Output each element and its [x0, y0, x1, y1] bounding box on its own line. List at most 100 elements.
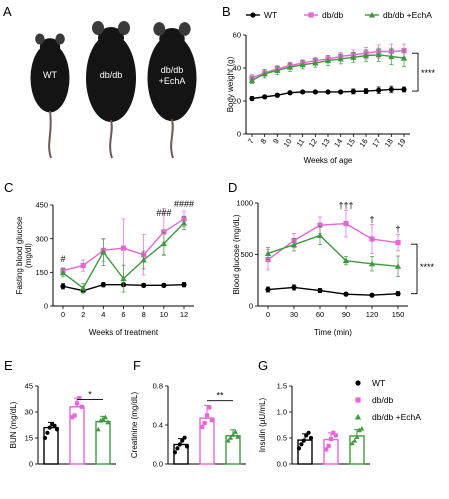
- bar-legend: WT db/db db/db +EchA: [354, 378, 421, 422]
- y-tick-label: 1.0: [277, 408, 287, 417]
- data-point: [207, 405, 212, 410]
- data-point: [388, 86, 394, 93]
- data-point: [296, 446, 302, 451]
- y-tick-label: 450: [35, 201, 48, 210]
- mouse-ear: [153, 22, 166, 36]
- y-tick-label: 15: [25, 434, 33, 443]
- bar-group: [69, 396, 85, 465]
- data-point: [59, 269, 67, 276]
- data-point: [177, 442, 182, 447]
- y-tick-label: 30: [25, 408, 33, 417]
- data-point: [172, 450, 178, 455]
- bar-group: [95, 414, 111, 465]
- data-point: [72, 413, 77, 418]
- data-point: [326, 443, 331, 448]
- mouse-photo: db/db+EchA: [147, 22, 197, 159]
- data-point: [343, 221, 349, 227]
- mouse-head: [98, 27, 124, 49]
- y-axis-label: Creatinine (mg/dL): [130, 392, 139, 459]
- data-point: [286, 64, 294, 70]
- y-tick-label: 0.4: [153, 421, 163, 430]
- data-point: [301, 438, 306, 443]
- legend-marker: [355, 397, 361, 403]
- panel-f: F 0.0 0.4 0.8 Creatinine (mg/dL) **: [130, 358, 246, 469]
- x-tick-label: 12: [180, 310, 188, 319]
- data-point: [317, 222, 323, 228]
- y-tick-label: 20: [233, 97, 241, 106]
- y-tick-label: 0: [44, 302, 48, 311]
- data-point: [369, 236, 375, 242]
- x-tick-label: 60: [316, 310, 324, 319]
- significance-label: †: [395, 224, 400, 234]
- data-point: [100, 249, 107, 255]
- data-point: [287, 90, 293, 96]
- y-tick-label: 500: [240, 250, 253, 259]
- data-point: [204, 413, 210, 418]
- x-tick-label: 150: [392, 310, 405, 319]
- data-point: [324, 447, 329, 452]
- data-point: [328, 436, 334, 442]
- y-axis-label: (mg/dl): [24, 243, 33, 268]
- data-point: [331, 430, 336, 435]
- x-tick-label: 12: [307, 137, 319, 149]
- data-point: [350, 88, 356, 95]
- legend-marker: [354, 413, 362, 420]
- mouse-body: [30, 43, 70, 113]
- y-tick-label: 0.5: [277, 434, 287, 443]
- x-tick-label: 0: [61, 310, 65, 319]
- series: [265, 209, 401, 271]
- y-tick-label: 0.0: [153, 460, 163, 469]
- data-point: [202, 420, 207, 426]
- data-point: [354, 434, 360, 439]
- data-point: [368, 260, 376, 267]
- panel-letter: D: [228, 180, 237, 195]
- x-tick-label: 120: [366, 310, 379, 319]
- data-point: [299, 61, 306, 68]
- panel-letter: G: [258, 358, 268, 373]
- x-tick-label: 18: [383, 137, 395, 149]
- data-point: [299, 442, 304, 447]
- series: [248, 47, 408, 85]
- data-point: [161, 229, 167, 235]
- data-point: [264, 250, 272, 256]
- x-tick-label: 11: [294, 137, 306, 149]
- significance-bracket: [412, 52, 419, 92]
- panel-letter: E: [4, 358, 13, 373]
- mouse-label: db/db: [161, 65, 184, 75]
- data-point: [352, 438, 358, 443]
- data-point: [45, 430, 50, 435]
- data-point: [395, 240, 401, 246]
- data-point: [102, 414, 108, 420]
- data-point: [80, 284, 87, 291]
- x-tick-label: 0: [266, 310, 270, 319]
- bar-group: [172, 435, 190, 465]
- data-point: [230, 432, 236, 437]
- x-tick-label: 15: [345, 137, 357, 149]
- mouse-ear: [118, 21, 130, 35]
- data-point: [70, 415, 75, 420]
- x-tick-label: 30: [290, 310, 298, 319]
- x-tick-label: 4: [101, 310, 105, 319]
- panel-b: B 0 20 40 60 7 8 9 10 11 12 13 14 15 16 17 18 19 Weeks of …: [222, 4, 436, 165]
- data-point: [175, 446, 180, 451]
- data-point: [350, 54, 357, 60]
- panel-letter: F: [133, 358, 141, 373]
- y-tick-label: 0: [249, 302, 253, 311]
- significance-label: *: [88, 389, 92, 399]
- legend-marker: [355, 380, 361, 386]
- data-point: [80, 263, 86, 269]
- data-point: [225, 438, 231, 443]
- data-point: [140, 256, 147, 263]
- panel-c: C 0 150 300 450 0 2 4 6 8 10 12 Weeks of treatment Fa…: [4, 180, 194, 337]
- x-tick-label: 6: [121, 310, 125, 319]
- panel-letter: A: [3, 4, 12, 19]
- data-point: [362, 52, 370, 59]
- data-point: [401, 86, 407, 93]
- data-point: [306, 430, 311, 435]
- mouse-ear: [55, 33, 65, 45]
- x-tick-label: 10: [281, 137, 293, 149]
- y-axis-label: Insulin (μU/mL): [258, 397, 267, 452]
- panel-e: E 0 15 30 45 BUN (mg/dL) *: [4, 358, 116, 469]
- data-point: [265, 286, 271, 293]
